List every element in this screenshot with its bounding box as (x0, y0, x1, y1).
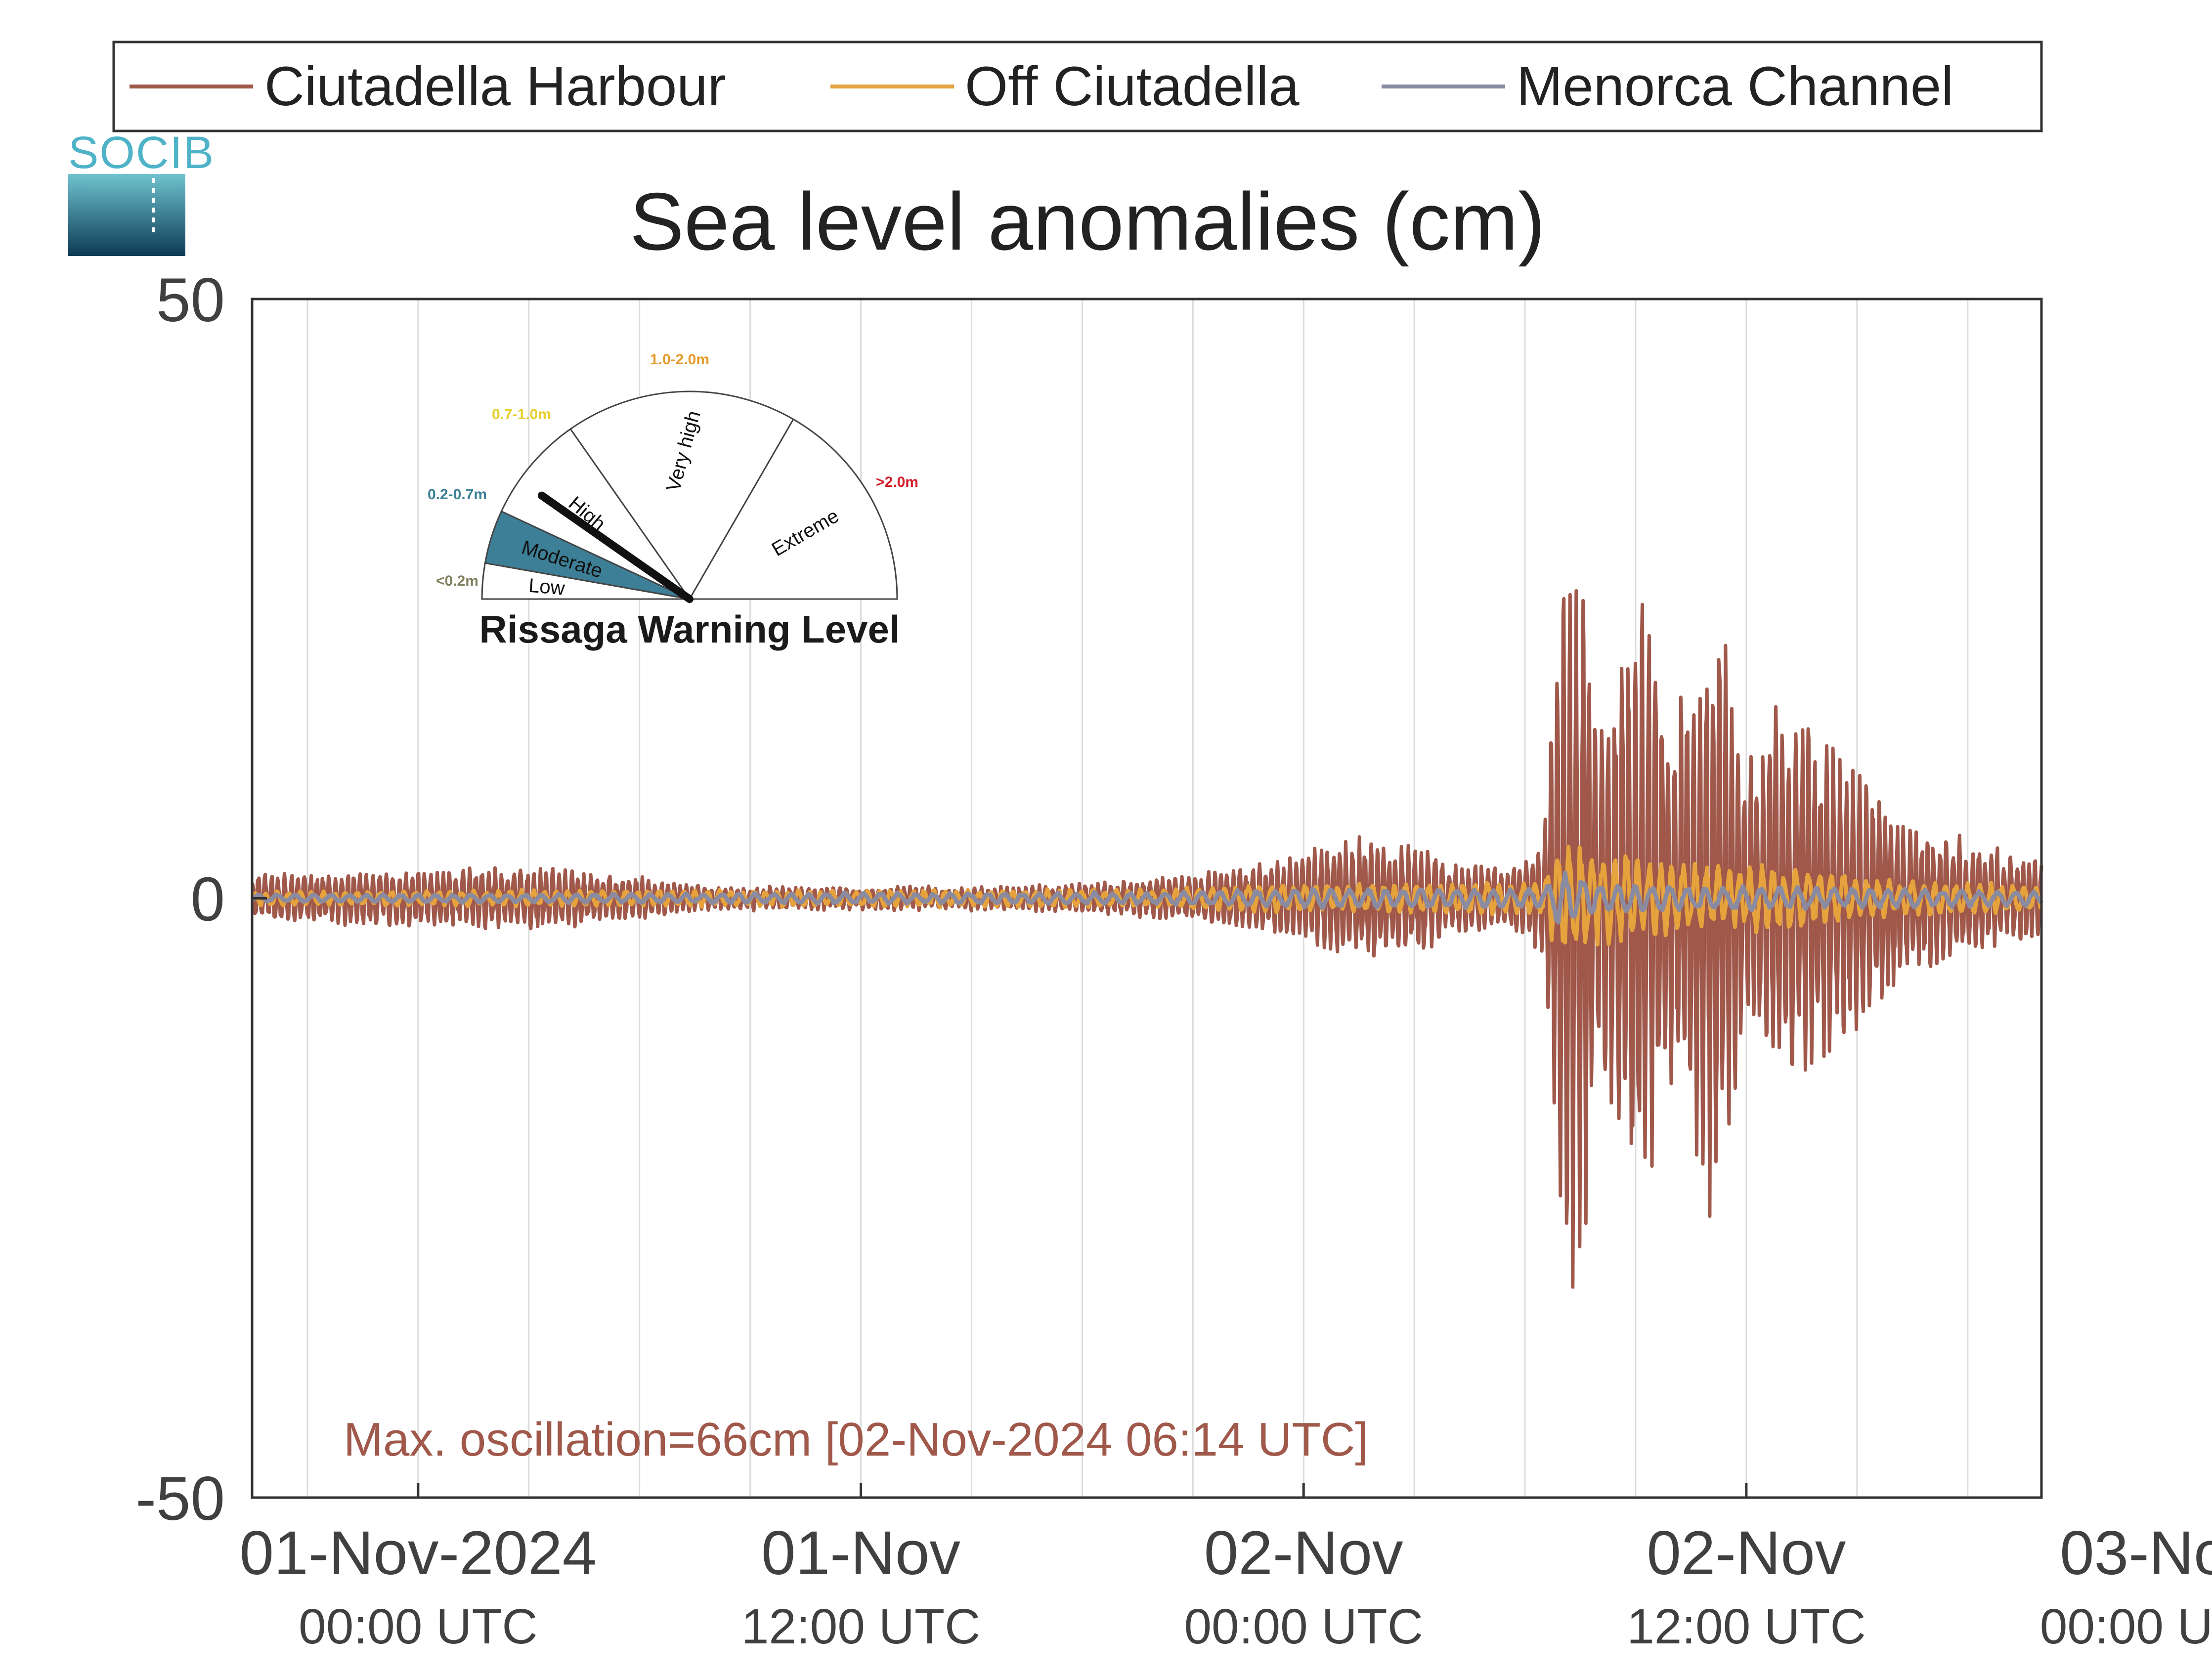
socib-logo: SOCIB (68, 128, 215, 256)
x-tick-label-3: 02-Nov (1647, 1519, 1846, 1588)
x-tick-label-1: 01-Nov (761, 1519, 960, 1588)
gauge-needle (538, 491, 694, 603)
gauge-sector-label-0: Low (528, 575, 566, 600)
x-tick-label-0: 01-Nov-2024 (240, 1519, 597, 1588)
legend: Ciutadella Harbour Off Ciutadella Menorc… (112, 41, 2043, 132)
x-tick-sublabel-0: 00:00 UTC (299, 1599, 538, 1654)
gauge-range-label-0: <0.2m (436, 573, 478, 589)
x-tick-label-4: 03-Nov (2060, 1519, 2212, 1588)
legend-frame (112, 41, 2043, 132)
gauge-sector-2 (500, 428, 692, 601)
series-line-off-ciutadella (250, 845, 2043, 947)
gauge-range-label-1: 0.2-0.7m (428, 486, 487, 503)
y-tick-label-2: -50 (135, 1464, 225, 1533)
x-tick-sublabel-4: 00:00 UTC (2040, 1599, 2212, 1654)
gauge-title: Rissaga Warning Level (479, 607, 900, 651)
legend-label-1: Off Ciutadella (965, 55, 1300, 117)
legend-label-0: Ciutadella Harbour (264, 55, 726, 117)
y-tick-label-0: 50 (156, 266, 225, 335)
y-tick-label-1: 0 (190, 865, 225, 934)
gauge-sector-4 (688, 418, 898, 600)
legend-label-2: Menorca Channel (1517, 55, 1953, 117)
series-line-ciutadella-harbour (250, 589, 2043, 1289)
x-tick-sublabel-3: 12:00 UTC (1627, 1599, 1866, 1654)
gauge-range-label-3: 1.0-2.0m (650, 351, 709, 368)
max-oscillation-annotation: Max. oscillation=66cm [02-Nov-2024 06:14… (344, 1413, 1368, 1466)
socib-logo-text: SOCIB (68, 128, 215, 178)
gauge-range-label-4: >2.0m (876, 474, 918, 490)
series-line-menorca-channel (251, 870, 2043, 925)
socib-logo-wave (68, 174, 185, 256)
gauge-range-label-2: 0.7-1.0m (492, 406, 551, 423)
x-tick-sublabel-1: 12:00 UTC (741, 1599, 981, 1654)
x-tick-sublabel-2: 00:00 UTC (1184, 1599, 1423, 1654)
series-layer (250, 589, 2043, 1289)
gauge-sector-3 (569, 390, 795, 601)
x-tick-label-2: 02-Nov (1204, 1519, 1403, 1588)
chart-title: Sea level anomalies (cm) (630, 176, 1545, 267)
